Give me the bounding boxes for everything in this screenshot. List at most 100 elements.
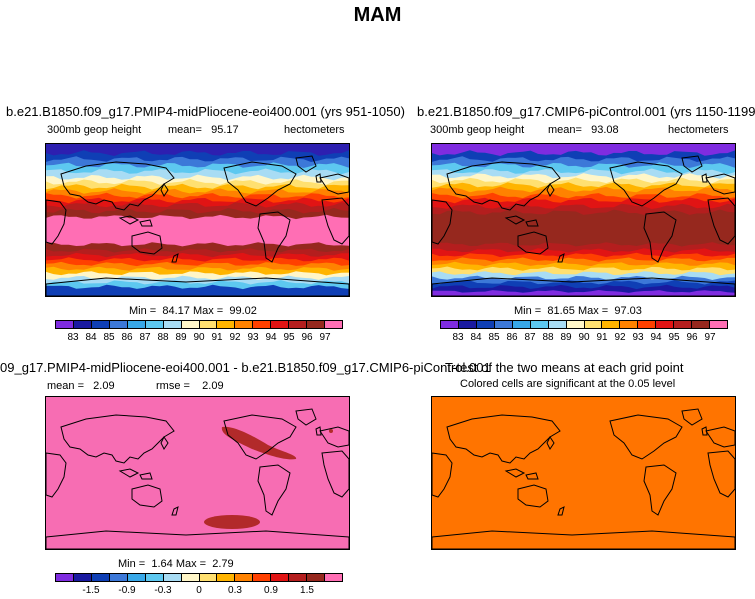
p3-coastline-3 xyxy=(223,414,297,460)
lbar3-swatch-13 xyxy=(289,574,308,581)
llab1-label-1: 84 xyxy=(85,332,97,343)
panel3-minmax: Min = 1.64 Max = 2.79 xyxy=(118,558,234,570)
panel1-map xyxy=(45,143,350,297)
panel4-title: T-test of the two means at each grid poi… xyxy=(445,360,684,375)
panel3-mean: mean = 2.09 xyxy=(47,380,115,392)
lbar1-swatch-4 xyxy=(127,321,146,328)
lbar1-swatch-9 xyxy=(217,321,236,328)
lbar1-swatch-3 xyxy=(109,321,128,328)
p2-coastline-8 xyxy=(432,277,735,296)
p4-coastline-2 xyxy=(517,484,549,508)
p1-band-23 xyxy=(46,284,349,296)
p3-coastline-11 xyxy=(160,436,169,450)
figure-title: MAM xyxy=(353,4,402,26)
lbar3-swatch-8 xyxy=(199,574,218,581)
p3-patch-small xyxy=(329,429,333,433)
p1-coastline-9 xyxy=(118,215,140,225)
panel2-units: hectometers xyxy=(668,124,729,136)
p3-coastline-9 xyxy=(118,468,140,478)
llab2-label-8: 91 xyxy=(596,332,608,343)
lbar2-swatch-0 xyxy=(441,321,459,328)
p3-coastline-5 xyxy=(257,464,291,516)
p3-patch-north-pacific xyxy=(221,426,297,460)
lbar2-swatch-12 xyxy=(656,321,675,328)
p3-coastline-7 xyxy=(321,450,349,498)
llab2-label-7: 90 xyxy=(578,332,590,343)
p3-patch-south-pacific xyxy=(204,515,260,529)
lbar1-swatch-8 xyxy=(199,321,218,328)
lbar2-swatch-3 xyxy=(494,321,513,328)
p2-coastline-13 xyxy=(557,253,565,263)
p1-coastline-5 xyxy=(257,211,291,263)
lbar3-swatch-3 xyxy=(109,574,128,581)
p4-coastline-0 xyxy=(446,414,561,464)
p4-coastline-7 xyxy=(707,450,735,498)
panel2-map-svg xyxy=(432,144,735,296)
panel3-map xyxy=(45,396,350,550)
lbar3-swatch-5 xyxy=(145,574,164,581)
p2-coastline-12 xyxy=(701,173,708,183)
p3-background xyxy=(46,397,349,549)
panel2-map xyxy=(431,143,736,297)
llab1-label-8: 91 xyxy=(211,332,223,343)
llab1-label-12: 95 xyxy=(283,332,295,343)
lbar3-swatch-4 xyxy=(127,574,146,581)
lbar2-swatch-7 xyxy=(566,321,585,328)
lbar2-swatch-10 xyxy=(620,321,639,328)
lbar3-swatch-2 xyxy=(91,574,110,581)
panel3-rmse: rmse = 2.09 xyxy=(156,380,224,392)
panel1-colorbar xyxy=(55,320,343,329)
lbar3-swatch-0 xyxy=(56,574,74,581)
lbar1-swatch-10 xyxy=(235,321,254,328)
p2-coastline-0 xyxy=(446,161,561,211)
llab2-label-4: 87 xyxy=(524,332,536,343)
p2-coastline-4 xyxy=(681,155,703,173)
panel2-minmax: Min = 81.65 Max = 97.03 xyxy=(514,305,642,317)
panel3-colorbar xyxy=(55,573,343,582)
p4-coastline-8 xyxy=(432,530,735,549)
llab3-label-6: 1.5 xyxy=(300,585,314,596)
panel1-title: b.e21.B1850.f09_g17.PMIP4-midPliocene-eo… xyxy=(6,104,405,119)
llab1-label-14: 97 xyxy=(319,332,331,343)
llab2-label-1: 84 xyxy=(470,332,482,343)
p3-coastline-13 xyxy=(171,506,179,516)
lbar2-swatch-4 xyxy=(512,321,531,328)
lbar1-swatch-7 xyxy=(181,321,200,328)
p1-coastline-10 xyxy=(139,219,153,227)
lbar1-swatch-14 xyxy=(307,321,326,328)
p4-coastline-4 xyxy=(681,408,703,426)
lbar1-swatch-15 xyxy=(325,321,342,328)
llab3-label-1: -0.9 xyxy=(118,585,136,596)
panel2-title: b.e21.B1850.f09_g17.CMIP6-piControl.001 … xyxy=(417,104,755,119)
lbar3-swatch-10 xyxy=(235,574,254,581)
llab3-label-5: 0.9 xyxy=(264,585,278,596)
lbar3-swatch-11 xyxy=(253,574,272,581)
p3-coastline-8 xyxy=(46,530,349,549)
llab1-label-4: 87 xyxy=(139,332,151,343)
p3-coastline-10 xyxy=(139,472,153,480)
llab1-label-11: 94 xyxy=(265,332,277,343)
lbar2-swatch-13 xyxy=(674,321,693,328)
p1-coastline-0 xyxy=(60,161,175,211)
llab3-label-3: 0 xyxy=(196,585,202,596)
p3-coastline-4 xyxy=(295,408,317,426)
p1-coastline-2 xyxy=(131,231,163,255)
p3-coastline-12 xyxy=(315,426,322,436)
lbar1-swatch-11 xyxy=(253,321,272,328)
panel2-mean: mean= 93.08 xyxy=(548,124,619,136)
llab2-label-11: 94 xyxy=(650,332,662,343)
panel1-minmax: Min = 84.17 Max = 99.02 xyxy=(129,305,257,317)
llab3-label-4: 0.3 xyxy=(228,585,242,596)
lbar2-swatch-5 xyxy=(530,321,549,328)
llab1-label-9: 92 xyxy=(229,332,241,343)
llab3-label-0: -1.5 xyxy=(82,585,100,596)
p4-coastline-3 xyxy=(609,414,683,460)
llab1-label-13: 96 xyxy=(301,332,313,343)
lbar2-swatch-6 xyxy=(548,321,567,328)
lbar1-swatch-6 xyxy=(163,321,182,328)
llab2-label-9: 92 xyxy=(614,332,626,343)
llab2-label-0: 83 xyxy=(452,332,464,343)
p4-coastline-9 xyxy=(504,468,526,478)
lbar2-swatch-8 xyxy=(584,321,603,328)
p3-coastline-6 xyxy=(319,426,349,448)
